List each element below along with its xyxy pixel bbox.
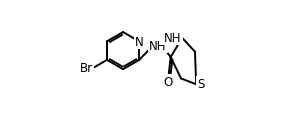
Text: Br: Br: [80, 61, 93, 74]
Text: NH: NH: [149, 40, 167, 52]
Text: N: N: [135, 36, 144, 48]
Text: NH: NH: [164, 32, 182, 44]
Text: O: O: [164, 76, 173, 89]
Text: S: S: [197, 78, 205, 90]
